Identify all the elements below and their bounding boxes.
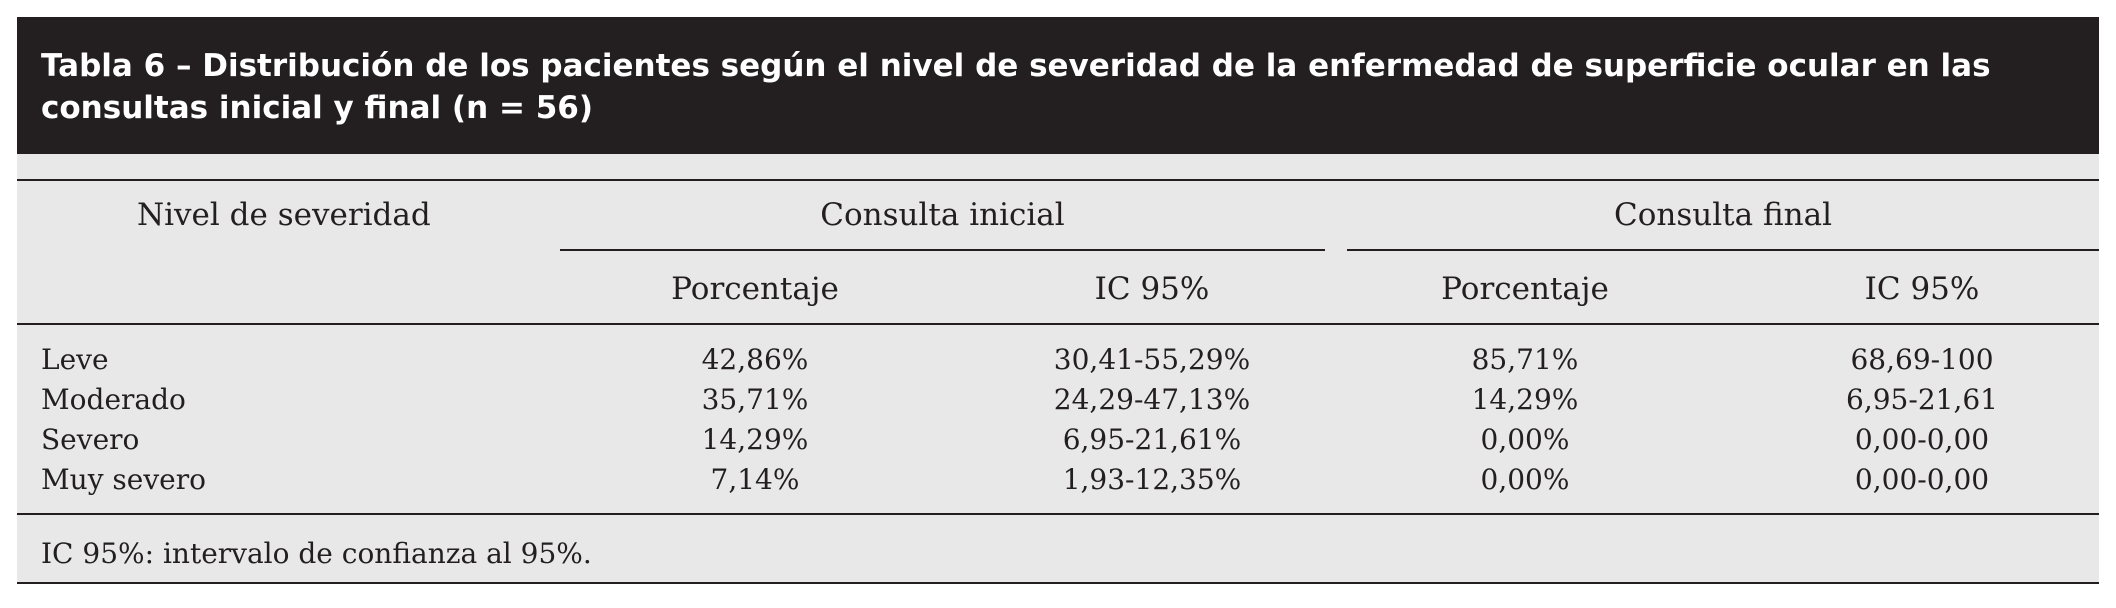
cell-severo-final-ic: 0,00-0,00: [1854, 423, 1990, 456]
cell-severo-inicial-pct: 14,29%: [701, 423, 809, 456]
cell-muy-severo-inicial-pct: 7,14%: [710, 463, 800, 496]
cell-leve-final-pct: 85,71%: [1471, 343, 1579, 376]
header-porcentaje-final: Porcentaje: [1441, 271, 1609, 307]
header-bottom-rule: [17, 323, 2099, 325]
cell-severo-inicial-ic: 6,95-21,61%: [1062, 423, 1242, 456]
body-bottom-rule: [17, 513, 2099, 515]
cell-severo-final-pct: 0,00%: [1480, 423, 1570, 456]
cell-moderado-inicial-ic: 24,29-47,13%: [1053, 383, 1251, 416]
cell-moderado-final-pct: 14,29%: [1471, 383, 1579, 416]
header-porcentaje-inicial: Porcentaje: [671, 271, 839, 307]
header-consulta-final: Consulta final: [1614, 197, 1832, 233]
table-title-line-2: consultas inicial y final (n = 56): [41, 90, 594, 126]
cell-leve-inicial-ic: 30,41-55,29%: [1053, 343, 1251, 376]
row-label-muy-severo: Muy severo: [41, 463, 206, 496]
header-ic95-final: IC 95%: [1864, 271, 1980, 307]
cell-muy-severo-final-pct: 0,00%: [1480, 463, 1570, 496]
table-footnote: IC 95%: intervalo de confianza al 95%.: [41, 537, 592, 570]
row-label-severo: Severo: [41, 423, 140, 456]
cell-muy-severo-inicial-ic: 1,93-12,35%: [1062, 463, 1242, 496]
cell-leve-final-ic: 68,69-100: [1850, 343, 1994, 376]
header-nivel-severidad: Nivel de severidad: [137, 197, 431, 233]
table-final-rule: [17, 582, 2099, 584]
cell-moderado-final-ic: 6,95-21,61: [1846, 383, 1998, 416]
table-title-line-1: Tabla 6 – Distribución de los pacientes …: [41, 48, 1991, 84]
cell-muy-severo-final-ic: 0,00-0,00: [1854, 463, 1990, 496]
cell-leve-inicial-pct: 42,86%: [701, 343, 809, 376]
table-title: Tabla 6 – Distribución de los pacientes …: [41, 45, 2081, 129]
table-top-rule: [17, 179, 2099, 181]
row-label-leve: Leve: [41, 343, 109, 376]
row-label-moderado: Moderado: [41, 383, 186, 416]
header-ic95-inicial: IC 95%: [1094, 271, 1210, 307]
header-consulta-inicial: Consulta inicial: [820, 197, 1065, 233]
group-rule-final: [1347, 249, 2099, 251]
cell-moderado-inicial-pct: 35,71%: [701, 383, 809, 416]
table-container: Tabla 6 – Distribución de los pacientes …: [17, 17, 2099, 584]
group-rule-inicial: [560, 249, 1325, 251]
table-title-bar: Tabla 6 – Distribución de los pacientes …: [17, 17, 2099, 154]
